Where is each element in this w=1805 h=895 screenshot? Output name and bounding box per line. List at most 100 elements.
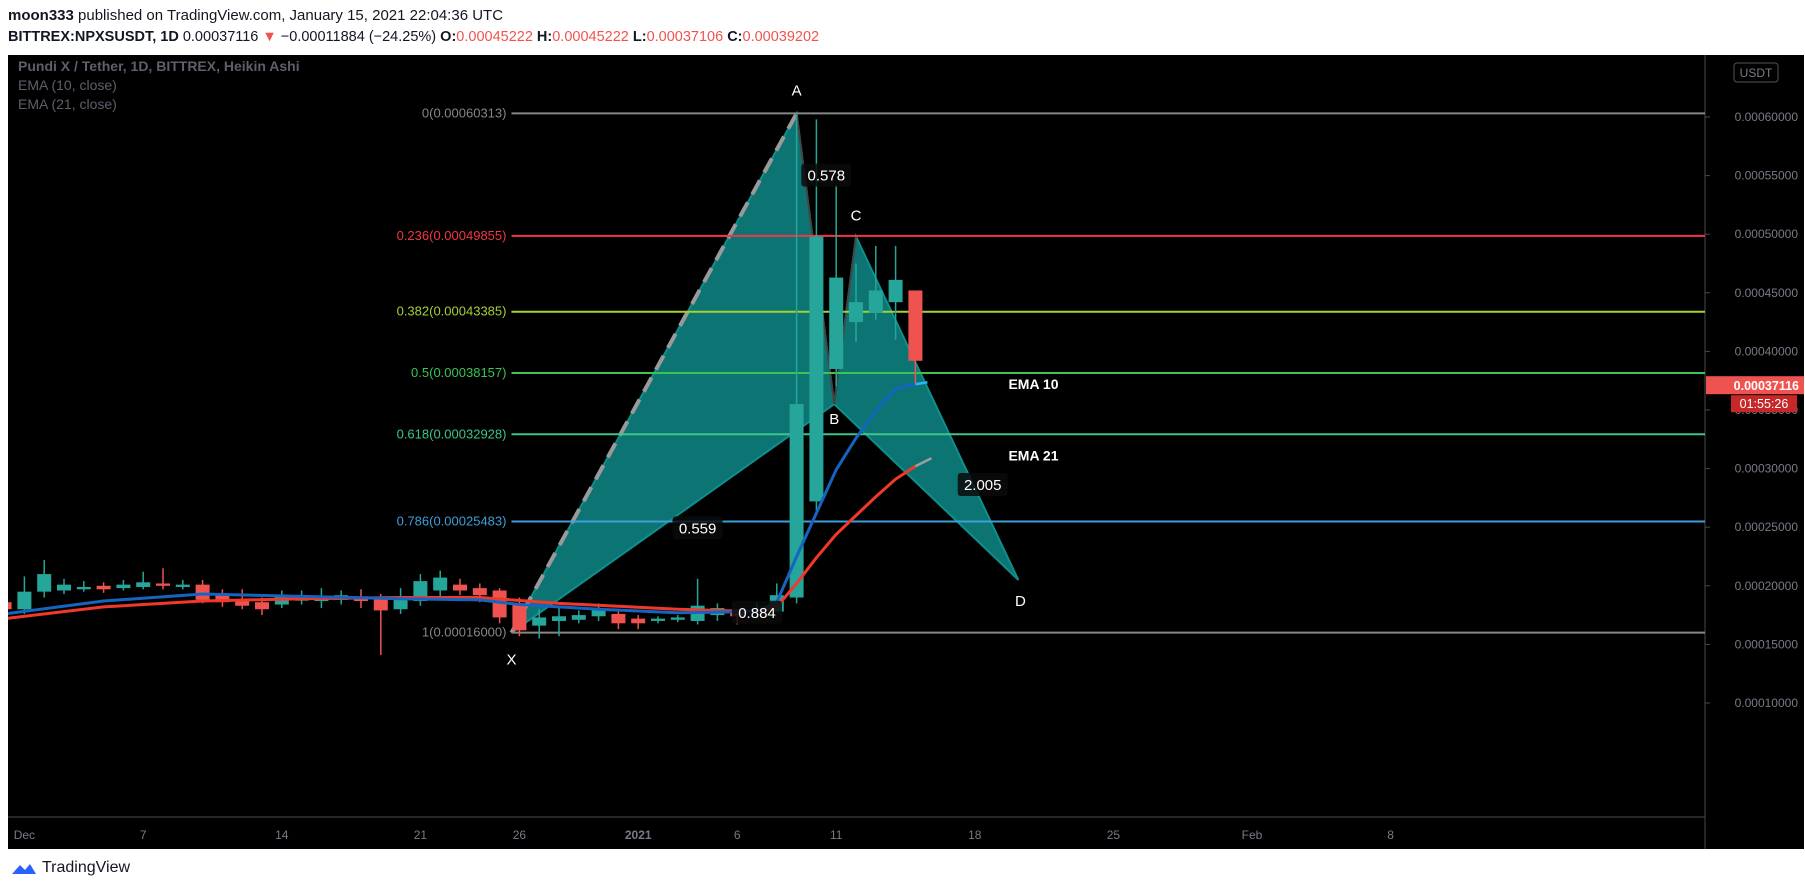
candle[interactable]: [611, 610, 626, 630]
y-tick-label: 0.00055000: [1735, 169, 1799, 183]
chart-area[interactable]: 0(0.00060313) 0.236(0.00049855) 0.382(0.00…: [0, 55, 1804, 849]
legend-ema10[interactable]: EMA (10, close): [18, 77, 117, 93]
candle[interactable]: [393, 588, 408, 614]
candle[interactable]: [215, 589, 230, 607]
open-value: 0.00045222: [456, 29, 533, 45]
candle[interactable]: [670, 615, 685, 623]
candle[interactable]: [552, 606, 566, 637]
ratio-badge[interactable]: 0.884: [732, 600, 782, 624]
ema10-extension: [915, 380, 928, 386]
pattern-point-c[interactable]: C: [851, 208, 862, 225]
fib-level-label-1: 0.236(0.00049855): [397, 228, 507, 243]
x-tick-label: 14: [275, 828, 289, 842]
candle[interactable]: [651, 616, 665, 624]
candle[interactable]: [37, 560, 52, 598]
candle[interactable]: [908, 290, 923, 386]
tradingview-cloud-icon: [12, 864, 36, 874]
close-label: C:: [727, 29, 743, 45]
candle-body: [552, 616, 566, 621]
candle[interactable]: [156, 568, 170, 590]
x-tick-label: 8: [1387, 828, 1394, 842]
fib-level-label-0: 0(0.00060313): [422, 105, 507, 120]
candle-body: [393, 599, 408, 610]
ratio-badge-text: 2.005: [964, 477, 1002, 494]
candle-body: [670, 617, 685, 620]
x-tick-label: 2021: [625, 828, 652, 842]
fib-level-label-5: 0.786(0.00025483): [397, 514, 507, 529]
candle[interactable]: [136, 571, 151, 590]
ratio-badge-text: 0.559: [679, 520, 717, 537]
chart-legend: Pundi X / Tether, 1D, BITTREX, Heikin As…: [18, 58, 300, 112]
candle-body: [472, 588, 487, 596]
countdown-badge-bg: [1731, 395, 1797, 413]
open-label: O:: [440, 29, 457, 45]
candle[interactable]: [829, 184, 844, 387]
y-tick-label: 0.00015000: [1735, 637, 1799, 651]
ratio-badge[interactable]: 2.005: [957, 473, 1008, 497]
candle-body: [433, 577, 448, 591]
candle[interactable]: [868, 245, 883, 320]
ema-label-1[interactable]: EMA 21: [1008, 448, 1058, 464]
y-tick-label: 0.00010000: [1735, 696, 1799, 710]
candle-body: [116, 584, 131, 589]
candle-body: [849, 302, 863, 323]
candle[interactable]: [116, 579, 131, 591]
ratio-badge[interactable]: 0.578: [801, 163, 852, 187]
low-value: 0.00037106: [646, 29, 724, 45]
pattern-point-d[interactable]: D: [1015, 593, 1026, 610]
candle-body: [868, 290, 883, 313]
x-tick-label: 25: [1107, 828, 1121, 842]
candle[interactable]: [17, 576, 32, 614]
last-price-badge[interactable]: 0.00037116: [1706, 376, 1804, 395]
unit-badge[interactable]: USDT: [1733, 62, 1779, 83]
candle[interactable]: [195, 579, 210, 604]
x-tick-label: 26: [513, 828, 527, 842]
y-tick-label: 0.00050000: [1735, 227, 1799, 241]
candle-body: [512, 603, 527, 631]
author-name[interactable]: moon333: [8, 7, 74, 24]
y-tick-label: 0.00020000: [1735, 579, 1799, 593]
tradingview-footer[interactable]: TradingView: [8, 859, 130, 877]
fib-level-label-3: 0.5(0.00038157): [411, 365, 506, 380]
candle[interactable]: [571, 610, 586, 624]
candle-body: [156, 583, 170, 586]
candle[interactable]: [76, 581, 91, 592]
candle-body: [255, 602, 269, 610]
ema10-line[interactable]: [4, 382, 916, 616]
candle-body: [532, 617, 547, 626]
candle[interactable]: [373, 594, 388, 655]
pattern-point-x[interactable]: X: [506, 652, 516, 669]
candle[interactable]: [532, 609, 547, 639]
y-tick-label: 0.00040000: [1735, 344, 1799, 358]
candle-body: [571, 615, 586, 620]
ratio-badge[interactable]: 0.559: [672, 516, 723, 540]
candle-body: [57, 584, 71, 591]
x-tick-label: 11: [830, 828, 843, 842]
ratio-badge-bg: [732, 600, 782, 624]
candle[interactable]: [453, 578, 467, 596]
candle[interactable]: [433, 570, 448, 597]
candle[interactable]: [849, 263, 863, 343]
candle-body: [17, 591, 32, 610]
countdown-badge: 01:55:26: [1731, 395, 1797, 413]
candle[interactable]: [96, 582, 111, 593]
low-label: L:: [632, 29, 647, 45]
candle[interactable]: [57, 578, 71, 595]
ratio-badge-text: 0.578: [808, 168, 846, 185]
candle-body: [591, 608, 606, 617]
publish-line: moon333 published on TradingView.com, Ja…: [8, 7, 503, 24]
price-chart[interactable]: 0(0.00060313) 0.236(0.00049855) 0.382(0.00…: [0, 55, 1804, 849]
ema-label-0[interactable]: EMA 10: [1008, 376, 1058, 392]
candle[interactable]: [631, 615, 646, 630]
candle[interactable]: [175, 579, 190, 590]
pattern-point-a[interactable]: A: [792, 82, 802, 99]
candle-body: [136, 582, 151, 587]
candle[interactable]: [888, 245, 903, 340]
y-tick-label: 0.00060000: [1735, 110, 1799, 124]
pattern-point-b[interactable]: B: [829, 411, 839, 428]
ratio-badge-text: 0.884: [738, 605, 776, 622]
high-label: H:: [536, 29, 553, 45]
legend-title: Pundi X / Tether, 1D, BITTREX, Heikin As…: [18, 58, 300, 74]
legend-ema21[interactable]: EMA (21, close): [18, 96, 117, 112]
candle-body: [611, 613, 626, 624]
